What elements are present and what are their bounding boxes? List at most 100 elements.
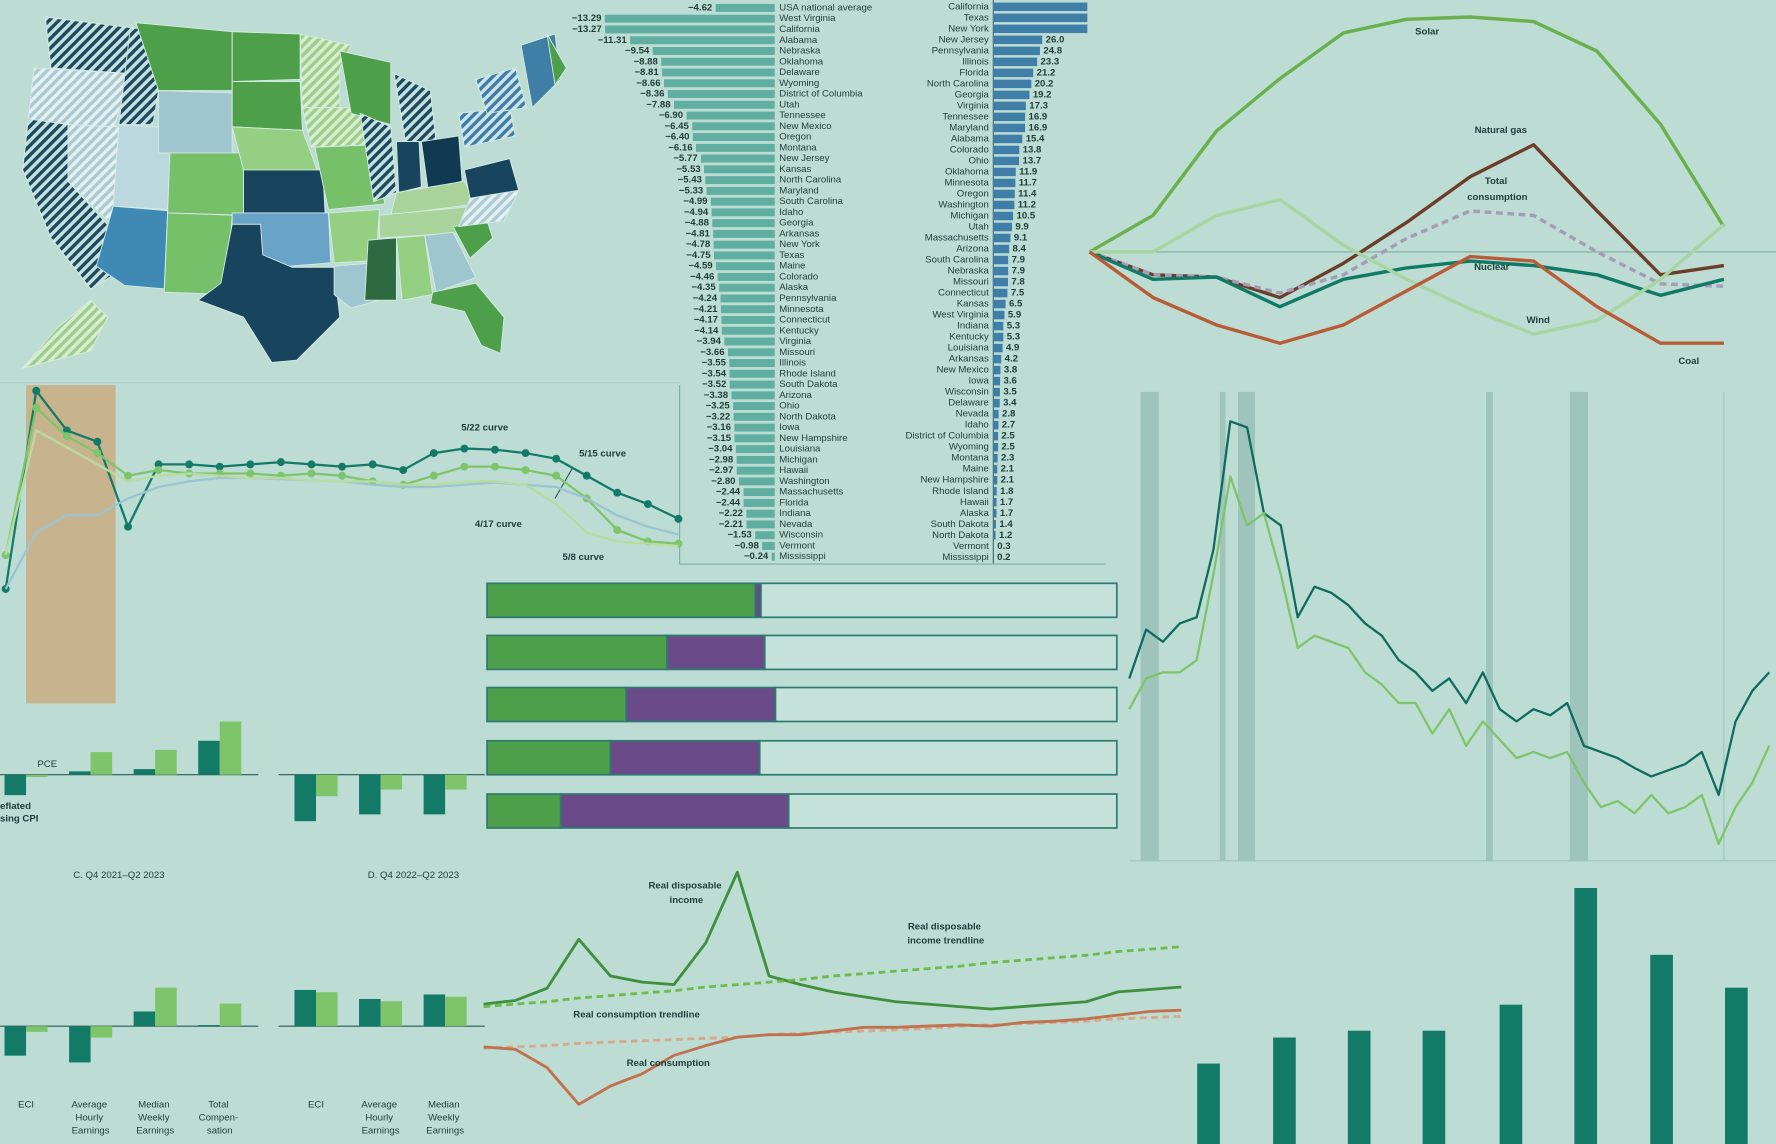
bar: [605, 25, 775, 34]
value-label: −1.53: [727, 530, 751, 541]
text-line: sation: [207, 1125, 233, 1136]
category-label: Virginia: [779, 336, 812, 347]
category-label: Mississippi: [779, 551, 825, 562]
value-label: 13.8: [1023, 144, 1042, 155]
point: [613, 526, 622, 535]
series-line: [1088, 250, 1725, 309]
map-state: [393, 72, 437, 143]
value-label: 1.7: [1000, 497, 1013, 508]
category-label: Pennsylvania: [932, 45, 990, 56]
x-tick-label: ECI: [18, 1099, 34, 1110]
bar-segment: [763, 634, 1118, 671]
point: [62, 426, 71, 435]
category-label: Alaska: [960, 508, 989, 519]
value-label: 2.7: [1002, 420, 1015, 431]
category-label: Arkansas: [949, 354, 989, 365]
annotation-arrow: [554, 468, 573, 499]
category-label: Idaho: [965, 420, 989, 431]
value-label: 16.9: [1029, 111, 1048, 122]
series-line: [483, 870, 1182, 1011]
bar-segment: [486, 634, 669, 671]
x-tick-label: Average Hourly Earnings: [361, 1099, 399, 1136]
bar: [993, 167, 1016, 177]
category-label: New York: [948, 23, 989, 34]
text-line: consumption: [1467, 192, 1527, 203]
point: [276, 458, 285, 467]
category-label: Mississippi: [942, 552, 988, 563]
series-label: Real consumption trendline: [573, 1009, 700, 1020]
map-state: [231, 31, 301, 83]
value-label: −8.66: [636, 78, 660, 89]
point: [613, 488, 622, 497]
category-label: Texas: [964, 12, 989, 23]
value-label: −3.66: [700, 347, 724, 358]
bar: [713, 229, 775, 238]
category-label: West Virginia: [933, 310, 990, 321]
point: [338, 462, 347, 471]
bar: [736, 455, 775, 464]
point: [215, 462, 224, 471]
bar-segment: [609, 739, 761, 776]
text-line: Median: [138, 1099, 172, 1110]
value-label: −4.17: [694, 315, 718, 326]
value-label: 23.3: [1041, 56, 1060, 67]
category-label: Minnesota: [944, 178, 989, 189]
series-label: 4/17 curve: [475, 519, 523, 530]
category-label: Ohio: [968, 155, 988, 166]
bar: [652, 47, 775, 55]
bar-segment: [787, 793, 1118, 829]
bar: [993, 310, 1005, 320]
value-label: −11.31: [598, 35, 628, 46]
category-label: Connecticut: [779, 315, 830, 326]
value-label: −3.52: [702, 379, 726, 390]
value-label: −8.81: [634, 67, 659, 78]
map-state: [167, 152, 244, 216]
bar: [720, 294, 775, 303]
bar: [993, 354, 1002, 364]
category-label: Wyoming: [949, 442, 989, 453]
value-label: −7.88: [646, 99, 671, 110]
series-label: 5/22 curve: [461, 423, 509, 434]
series-line: [1128, 420, 1771, 797]
value-label: 1.4: [999, 519, 1013, 530]
text-line: Earnings: [72, 1125, 110, 1136]
x-tick-label: Total Compen- sation: [199, 1099, 241, 1136]
text-line: Weekly: [138, 1112, 172, 1123]
bar: [993, 244, 1010, 254]
bar: [993, 123, 1026, 133]
bar: [993, 365, 1001, 375]
category-label: Wisconsin: [945, 387, 989, 398]
bar: [993, 211, 1014, 221]
bar: [724, 337, 775, 346]
bar: [735, 445, 775, 454]
bar: [695, 143, 775, 152]
value-label: −5.53: [676, 164, 700, 175]
value-label: 5.9: [1008, 310, 1021, 321]
point: [429, 471, 438, 480]
value-label: −2.21: [719, 519, 744, 530]
bar: [604, 14, 775, 23]
map-state: [44, 16, 137, 75]
bar: [993, 453, 998, 463]
point: [460, 462, 469, 471]
category-label: Washington: [938, 200, 988, 211]
category-label: Hawaii: [779, 465, 808, 476]
bar: [721, 316, 775, 324]
value-label: −4.62: [688, 2, 712, 13]
bar: [993, 497, 997, 507]
value-label: 9.9: [1015, 222, 1028, 233]
text-line: ECI: [18, 1099, 34, 1110]
bar: [729, 359, 775, 367]
value-label: −4.14: [694, 325, 719, 336]
text-line: Real disposable: [908, 921, 984, 932]
bar: [993, 343, 1003, 353]
value-label: 15.4: [1026, 133, 1045, 144]
bar: [993, 332, 1004, 342]
category-label: South Dakota: [779, 379, 838, 390]
value-label: −4.21: [693, 304, 718, 315]
category-label: Arkansas: [779, 228, 819, 239]
category-label: Louisiana: [779, 444, 821, 455]
text-line: income trendline: [907, 935, 985, 946]
value-label: −3.22: [706, 411, 730, 422]
category-label: Louisiana: [948, 343, 990, 354]
